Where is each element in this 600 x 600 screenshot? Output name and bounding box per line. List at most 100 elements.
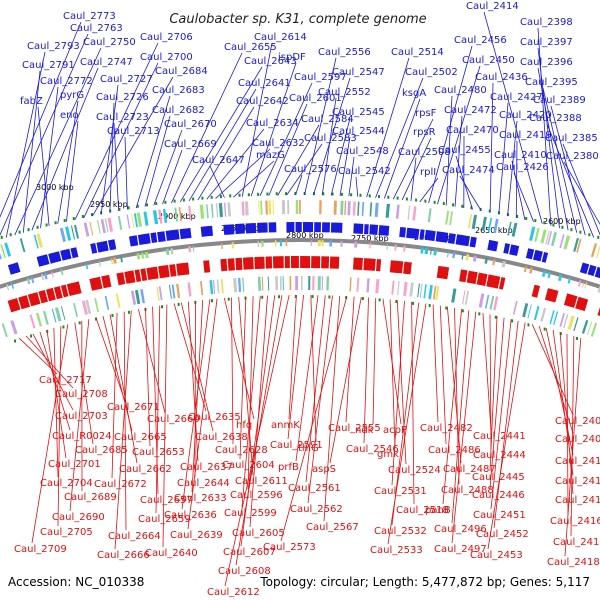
forward-leader-line: [74, 42, 159, 220]
cog-track-inner: [10, 320, 18, 335]
reverse-leader-line: [391, 300, 405, 486]
cog-track-outer: [385, 203, 390, 218]
green-marker: [395, 299, 398, 303]
reverse-gene-label: Caul_2524: [388, 465, 441, 476]
cog-track-outer: [19, 238, 26, 253]
cog-track-inner: [321, 276, 324, 291]
cog-track-outer: [223, 202, 227, 217]
reverse-gene-label: Caul_2612: [207, 587, 260, 598]
reverse-gene-arrow: [220, 258, 228, 272]
reverse-gene-label: Caul_2671: [107, 402, 160, 413]
cog-track-mid: [188, 246, 192, 253]
green-marker: [511, 319, 514, 323]
cog-track-mid: [484, 257, 488, 264]
reverse-gene-arrow: [89, 276, 103, 291]
green-marker: [201, 196, 204, 200]
reverse-gene-label: Caul_2662: [119, 464, 172, 475]
cog-track-outer: [83, 222, 90, 237]
cog-track-inner: [275, 276, 279, 291]
cog-track-outer: [107, 217, 113, 232]
reverse-gene-label: Caul_2413: [555, 495, 600, 506]
reverse-leader-line: [310, 295, 317, 443]
cog-track-mid: [420, 247, 424, 254]
cog-track-mid: [597, 286, 600, 293]
green-marker: [311, 295, 314, 299]
forward-gene-arrow: [487, 239, 499, 252]
green-marker: [424, 199, 427, 203]
reverse-gene-label: Caul_2703: [55, 411, 108, 422]
reverse-leader-line: [295, 295, 319, 462]
cog-track-inner: [242, 277, 245, 292]
cog-track-mid: [386, 243, 388, 250]
cog-track-outer: [299, 199, 301, 214]
cog-track-inner: [51, 308, 57, 323]
green-marker: [36, 225, 39, 229]
reverse-gene-arrow: [436, 265, 450, 280]
cog-track-inner: [587, 321, 593, 336]
reverse-leader-line: [487, 322, 526, 550]
forward-gene-arrow: [503, 243, 510, 254]
forward-gene-label: Caul_2450: [462, 55, 515, 66]
forward-gene-label: Caul_2643: [244, 56, 297, 67]
green-marker: [229, 194, 232, 198]
green-marker: [428, 304, 431, 308]
cog-track-inner: [85, 299, 92, 315]
forward-leader-line: [375, 77, 424, 198]
reverse-leader-line: [162, 304, 168, 548]
reverse-gene-label: Caul_2704: [40, 478, 93, 489]
forward-leader-line: [483, 11, 543, 224]
forward-gene-label: Caul_2470: [446, 125, 499, 136]
forward-leader-line: [339, 136, 351, 196]
forward-leader-line: [0, 21, 82, 218]
green-marker: [575, 336, 578, 340]
green-marker: [378, 195, 381, 199]
cog-track-outer: [295, 199, 299, 214]
reverse-leader-line: [155, 305, 161, 514]
green-marker: [405, 197, 408, 201]
reverse-leader-line: [235, 295, 283, 566]
reverse-gene-label: Caul_2444: [473, 450, 526, 461]
reverse-gene-label: thiG: [298, 443, 319, 454]
green-marker: [570, 228, 573, 232]
green-marker: [461, 309, 464, 313]
cog-track-inner: [94, 298, 99, 313]
cog-track-mid: [430, 248, 432, 255]
forward-leader-line: [233, 160, 275, 198]
forward-gene-label: Caul_2385: [545, 133, 598, 144]
reverse-leader-line: [280, 296, 348, 542]
cog-track-inner: [391, 280, 395, 295]
forward-gene-label: Caul_2684: [155, 66, 208, 77]
forward-leader-line: [57, 100, 79, 224]
cog-track-outer: [344, 200, 347, 215]
reverse-gene-label: Caul_2636: [164, 510, 217, 521]
forward-gene-label: Caul_2398: [520, 17, 573, 28]
green-marker: [210, 195, 213, 199]
forward-gene-arrow: [157, 231, 166, 243]
cog-track-mid: [329, 240, 333, 247]
forward-leader-line: [14, 47, 102, 236]
reverse-gene-label: Caul_2596: [230, 490, 283, 501]
cog-track-outer: [0, 244, 6, 258]
green-marker: [442, 202, 445, 206]
reverse-gene-label: Caul_2672: [94, 479, 147, 490]
reverse-gene-label: Caul_2665: [114, 432, 167, 443]
reverse-leader-line: [31, 324, 69, 544]
cog-track-mid: [165, 248, 170, 256]
reverse-gene-label: Caul_2496: [434, 524, 487, 535]
cog-track-inner: [169, 284, 172, 299]
cog-track-outer: [559, 234, 565, 249]
accession-text: Accession: NC_010338: [8, 575, 144, 589]
cog-track-mid: [310, 240, 312, 247]
reverse-gene-label: Caul_2533: [370, 545, 423, 556]
forward-gene-arrow: [469, 236, 477, 248]
forward-gene-label: Caul_2614: [254, 32, 307, 43]
forward-leader-line: [188, 88, 257, 202]
forward-gene-label: Caul_2632: [252, 138, 305, 149]
scale-tick-label: 2800 kbp: [286, 231, 324, 240]
cog-track-inner: [549, 310, 555, 325]
reverse-gene-label: Caul_2599: [224, 508, 277, 519]
green-marker: [278, 295, 281, 299]
green-marker: [597, 235, 600, 239]
green-marker: [588, 233, 591, 237]
reverse-leader-line: [451, 311, 477, 544]
